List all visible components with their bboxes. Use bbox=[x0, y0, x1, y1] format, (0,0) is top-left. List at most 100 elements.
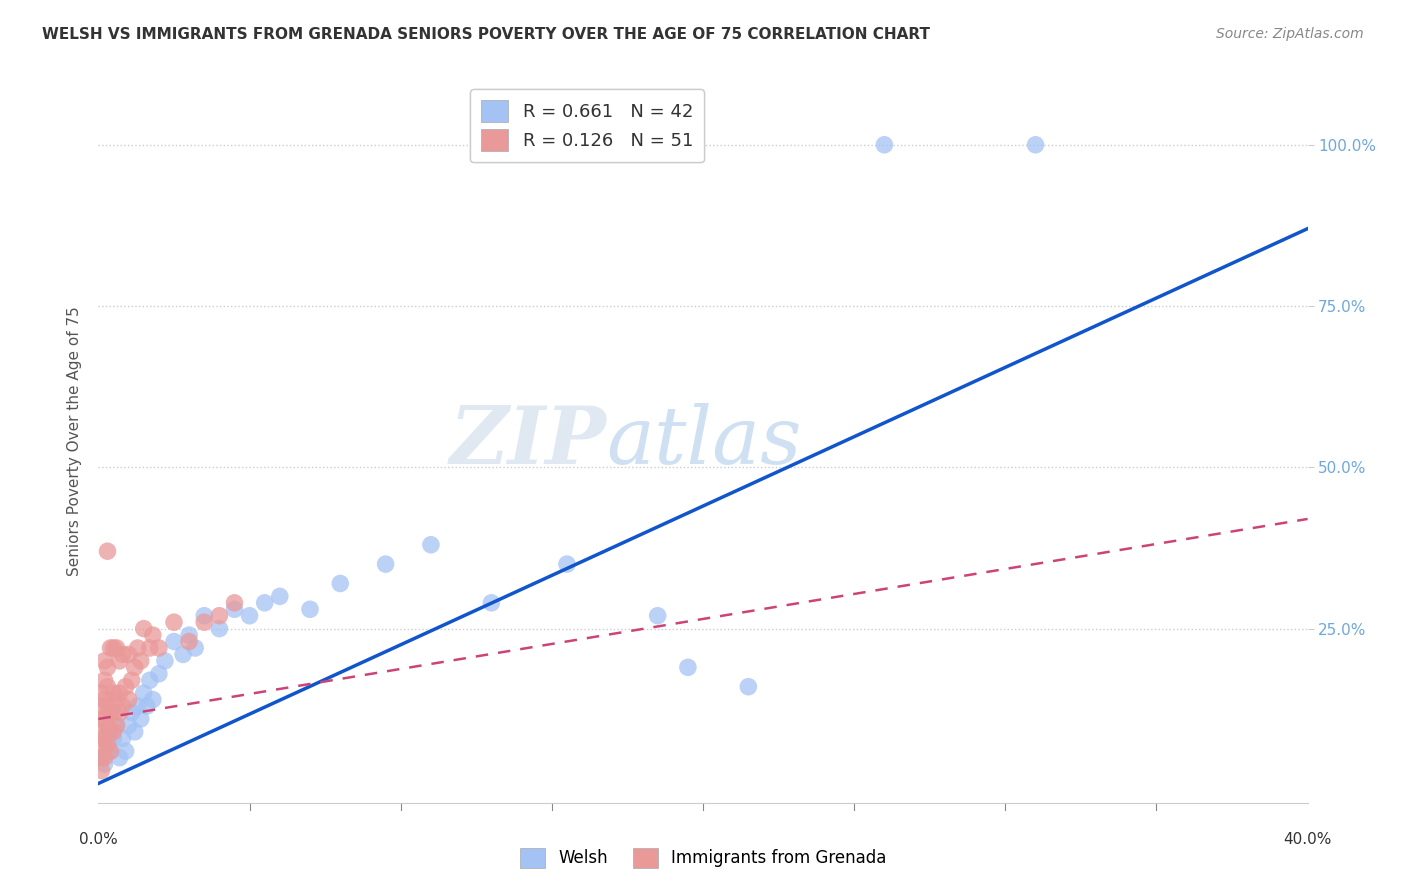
Point bbox=[139, 640, 162, 655]
Legend: Welsh, Immigrants from Grenada: Welsh, Immigrants from Grenada bbox=[513, 841, 893, 875]
Point bbox=[90, 764, 112, 778]
Point bbox=[96, 738, 118, 752]
Point bbox=[111, 731, 134, 746]
Point bbox=[139, 673, 162, 688]
Point bbox=[163, 615, 186, 630]
Point bbox=[93, 750, 115, 764]
Y-axis label: Seniors Poverty Over the Age of 75: Seniors Poverty Over the Age of 75 bbox=[67, 307, 83, 576]
Point bbox=[208, 608, 231, 623]
Point bbox=[179, 628, 201, 642]
Point bbox=[103, 731, 125, 746]
Point bbox=[108, 750, 131, 764]
Point bbox=[90, 699, 112, 714]
Point bbox=[132, 622, 155, 636]
Point bbox=[420, 538, 443, 552]
Point bbox=[108, 686, 131, 700]
Point bbox=[124, 724, 146, 739]
Point bbox=[179, 634, 201, 648]
Point bbox=[111, 648, 134, 662]
Point bbox=[90, 738, 112, 752]
Point bbox=[647, 608, 669, 623]
Point bbox=[121, 673, 143, 688]
Point bbox=[481, 596, 503, 610]
Text: 0.0%: 0.0% bbox=[79, 831, 118, 847]
Point bbox=[121, 706, 143, 720]
Point bbox=[100, 706, 122, 720]
Point bbox=[142, 628, 165, 642]
Point bbox=[114, 744, 136, 758]
Point bbox=[124, 660, 146, 674]
Point bbox=[90, 750, 112, 764]
Point bbox=[108, 706, 131, 720]
Point bbox=[93, 712, 115, 726]
Point bbox=[163, 634, 186, 648]
Point bbox=[93, 654, 115, 668]
Point bbox=[96, 718, 118, 732]
Point bbox=[111, 699, 134, 714]
Point bbox=[127, 640, 149, 655]
Point bbox=[103, 706, 125, 720]
Point bbox=[142, 692, 165, 706]
Point bbox=[374, 557, 396, 571]
Point bbox=[148, 640, 170, 655]
Point bbox=[153, 654, 176, 668]
Point bbox=[193, 615, 215, 630]
Point bbox=[184, 640, 207, 655]
Text: Source: ZipAtlas.com: Source: ZipAtlas.com bbox=[1216, 27, 1364, 41]
Point bbox=[127, 699, 149, 714]
Point bbox=[108, 654, 131, 668]
Text: WELSH VS IMMIGRANTS FROM GRENADA SENIORS POVERTY OVER THE AGE OF 75 CORRELATION : WELSH VS IMMIGRANTS FROM GRENADA SENIORS… bbox=[42, 27, 931, 42]
Point bbox=[269, 590, 291, 604]
Point bbox=[148, 666, 170, 681]
Point bbox=[224, 596, 246, 610]
Point bbox=[90, 724, 112, 739]
Point bbox=[103, 724, 125, 739]
Point bbox=[239, 608, 262, 623]
Point bbox=[93, 673, 115, 688]
Point bbox=[118, 648, 141, 662]
Point bbox=[100, 744, 122, 758]
Point bbox=[103, 686, 125, 700]
Point bbox=[118, 718, 141, 732]
Point bbox=[253, 596, 276, 610]
Point bbox=[208, 622, 231, 636]
Point bbox=[105, 718, 128, 732]
Point bbox=[193, 608, 215, 623]
Point bbox=[555, 557, 578, 571]
Point bbox=[129, 712, 152, 726]
Point bbox=[93, 757, 115, 772]
Point bbox=[100, 640, 122, 655]
Point bbox=[114, 680, 136, 694]
Point bbox=[129, 654, 152, 668]
Point bbox=[105, 718, 128, 732]
Point bbox=[96, 699, 118, 714]
Text: atlas: atlas bbox=[606, 403, 801, 480]
Point bbox=[1024, 137, 1046, 152]
Point bbox=[90, 686, 112, 700]
Point bbox=[96, 660, 118, 674]
Point bbox=[103, 640, 125, 655]
Point bbox=[132, 686, 155, 700]
Point bbox=[224, 602, 246, 616]
Point bbox=[329, 576, 352, 591]
Point bbox=[737, 680, 759, 694]
Point bbox=[299, 602, 322, 616]
Point bbox=[90, 750, 112, 764]
Point bbox=[100, 744, 122, 758]
Point bbox=[135, 699, 157, 714]
Point bbox=[93, 692, 115, 706]
Point bbox=[676, 660, 699, 674]
Point bbox=[118, 692, 141, 706]
Point bbox=[105, 640, 128, 655]
Point bbox=[93, 731, 115, 746]
Point bbox=[90, 712, 112, 726]
Point bbox=[96, 738, 118, 752]
Text: 40.0%: 40.0% bbox=[1284, 831, 1331, 847]
Point bbox=[873, 137, 896, 152]
Text: ZIP: ZIP bbox=[450, 403, 606, 480]
Legend: R = 0.661   N = 42, R = 0.126   N = 51: R = 0.661 N = 42, R = 0.126 N = 51 bbox=[470, 89, 704, 162]
Point bbox=[96, 680, 118, 694]
Point bbox=[96, 724, 118, 739]
Point bbox=[96, 544, 118, 558]
Point bbox=[105, 692, 128, 706]
